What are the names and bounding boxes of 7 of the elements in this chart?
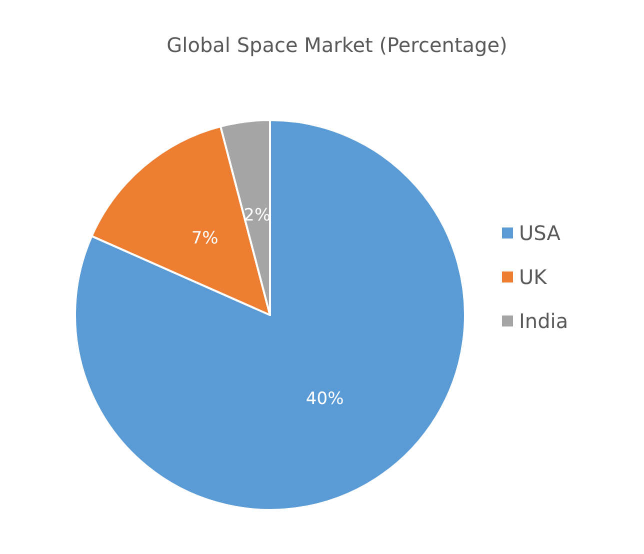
data-label: 40% <box>306 389 344 410</box>
data-label: 7% <box>191 228 218 248</box>
legend-label: USA <box>519 221 561 245</box>
legend-label: India <box>519 309 568 333</box>
data-label: 2% <box>244 205 271 226</box>
chart-title: Global Space Market (Percentage) <box>166 33 508 57</box>
legend-label: UK <box>519 265 548 289</box>
